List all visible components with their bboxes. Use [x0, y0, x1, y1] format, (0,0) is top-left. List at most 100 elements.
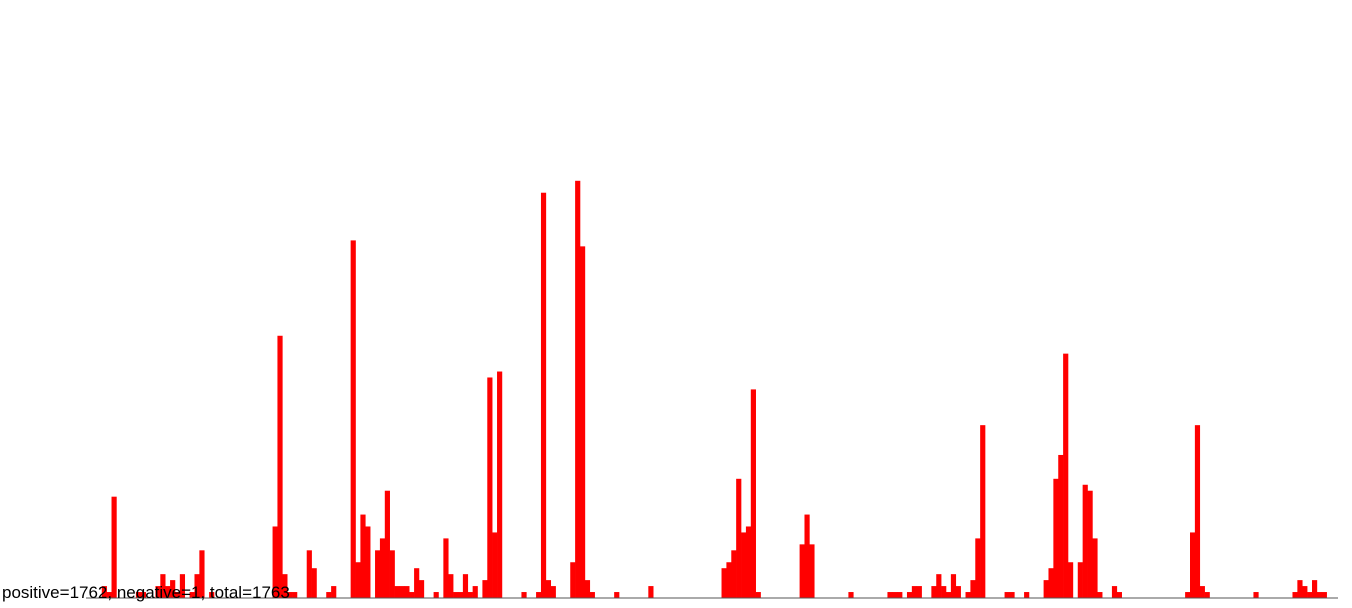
histogram-bar — [911, 586, 918, 598]
histogram-bar — [1048, 568, 1054, 598]
histogram-bar — [540, 192, 547, 598]
histogram-bar — [614, 592, 620, 598]
histogram-bar — [189, 592, 195, 598]
histogram-bar — [160, 574, 166, 598]
histogram-bar — [575, 180, 581, 599]
histogram-bar — [1321, 592, 1327, 598]
histogram-bar — [111, 496, 117, 598]
histogram-bar — [394, 586, 400, 598]
histogram-bar — [1097, 592, 1103, 598]
histogram-bar — [1297, 580, 1303, 598]
histogram-bar — [199, 550, 205, 598]
histogram-bar — [570, 562, 576, 598]
histogram-bar — [365, 526, 371, 598]
histogram-bar — [1077, 562, 1083, 598]
histogram-bar — [1043, 580, 1049, 598]
histogram-bar — [414, 568, 420, 598]
histogram-bar — [311, 568, 317, 598]
histogram-bar — [941, 586, 947, 598]
histogram-bar — [1087, 490, 1093, 598]
histogram-bar — [892, 592, 898, 598]
histogram-bar — [887, 592, 893, 598]
histogram-bar — [326, 592, 332, 598]
histogram-bar — [292, 592, 298, 598]
histogram-bar — [458, 592, 464, 598]
histogram-bar — [906, 592, 913, 598]
histogram-bar — [950, 574, 957, 598]
histogram-bar — [745, 526, 752, 598]
histogram-bar — [580, 246, 586, 599]
histogram-bar — [350, 240, 356, 598]
histogram-bar — [443, 538, 449, 598]
histogram-bar — [1068, 562, 1074, 598]
histogram-bar — [946, 592, 952, 598]
histogram-bar — [355, 562, 361, 598]
histogram-bar — [179, 574, 186, 598]
histogram-bar — [384, 490, 390, 598]
histogram-bar — [1116, 592, 1122, 598]
histogram-bar — [174, 592, 181, 598]
histogram-bar — [155, 586, 161, 598]
histogram-bar — [1058, 454, 1064, 598]
histogram-bar — [1307, 592, 1313, 598]
histogram-bar — [453, 592, 459, 598]
histogram-bar — [975, 538, 981, 598]
histogram-bar — [1009, 592, 1015, 598]
bars-group — [101, 180, 1327, 599]
histogram-bar — [804, 514, 810, 598]
histogram-bar — [492, 532, 498, 598]
histogram-bar — [931, 586, 937, 598]
histogram-bar — [472, 586, 478, 598]
histogram-bar — [1199, 586, 1205, 598]
histogram-bar — [550, 586, 556, 598]
histogram-bar — [799, 544, 805, 598]
histogram-bar — [741, 532, 747, 598]
histogram-bar — [848, 592, 854, 598]
histogram-bar — [750, 389, 756, 598]
histogram-bar — [194, 574, 200, 598]
histogram-bar — [1024, 592, 1030, 598]
histogram-bar — [1185, 592, 1191, 598]
histogram-bar — [379, 538, 386, 598]
histogram-bar — [101, 586, 107, 598]
histogram-bar — [399, 586, 405, 598]
histogram-bar — [467, 592, 473, 598]
histogram-bar — [897, 592, 903, 598]
histogram-bar — [375, 550, 381, 598]
histogram-bar — [545, 580, 552, 598]
histogram-bar — [209, 592, 215, 598]
histogram-bar — [272, 526, 278, 598]
histogram-bar — [135, 592, 142, 598]
histogram-bar — [1063, 353, 1069, 598]
histogram-bar — [1111, 586, 1118, 598]
histogram-bar — [970, 580, 976, 598]
histogram-bar — [448, 574, 454, 598]
histogram-bar — [731, 550, 737, 598]
histogram-bar — [277, 335, 283, 598]
histogram-bar — [482, 580, 488, 598]
histogram-bar — [1302, 586, 1308, 598]
histogram-bar — [955, 586, 961, 598]
histogram-bar — [736, 478, 742, 598]
histogram-bar — [1204, 592, 1210, 598]
histogram-bar — [170, 580, 176, 598]
histogram-bar — [389, 550, 395, 598]
histogram-bar — [726, 562, 732, 598]
summary-label: positive=1762, negative=1, total=1763 — [2, 583, 290, 602]
histogram-bar — [360, 514, 366, 598]
histogram-bar — [487, 377, 493, 598]
histogram-bar — [497, 371, 503, 598]
histogram-bar — [418, 580, 425, 598]
histogram-bar — [462, 574, 469, 598]
histogram-bar — [536, 592, 542, 598]
histogram-bar — [584, 580, 591, 598]
histogram-bar — [1092, 538, 1098, 598]
histogram-bar — [140, 592, 146, 598]
histogram-bar — [404, 586, 410, 598]
histogram-bar — [282, 574, 288, 598]
histogram-bar — [433, 592, 439, 598]
histogram-bar — [521, 592, 527, 598]
histogram-bar — [1082, 484, 1088, 598]
histogram-bar — [1194, 425, 1201, 598]
histogram-bar — [306, 550, 312, 598]
